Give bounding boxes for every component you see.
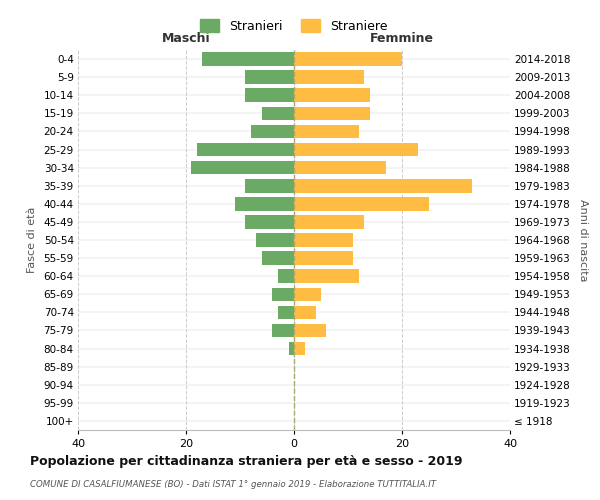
Bar: [262, 252, 294, 265]
Bar: [272, 324, 294, 338]
Bar: [202, 52, 294, 66]
Bar: [294, 88, 370, 102]
Legend: Stranieri, Straniere: Stranieri, Straniere: [196, 14, 392, 38]
Bar: [245, 88, 294, 102]
Text: Popolazione per cittadinanza straniera per età e sesso - 2019: Popolazione per cittadinanza straniera p…: [30, 455, 463, 468]
Bar: [272, 288, 294, 301]
Bar: [294, 306, 316, 319]
Bar: [235, 197, 294, 210]
Text: Femmine: Femmine: [370, 32, 434, 44]
Bar: [294, 52, 402, 66]
Bar: [245, 179, 294, 192]
Bar: [294, 179, 472, 192]
Bar: [294, 106, 370, 120]
Bar: [294, 142, 418, 156]
Bar: [245, 70, 294, 84]
Y-axis label: Fasce di età: Fasce di età: [26, 207, 37, 273]
Bar: [191, 161, 294, 174]
Bar: [294, 324, 326, 338]
Bar: [289, 342, 294, 355]
Bar: [278, 306, 294, 319]
Bar: [294, 342, 305, 355]
Bar: [294, 252, 353, 265]
Bar: [294, 197, 429, 210]
Bar: [294, 270, 359, 283]
Bar: [294, 215, 364, 228]
Bar: [294, 288, 321, 301]
Bar: [294, 124, 359, 138]
Bar: [294, 70, 364, 84]
Text: COMUNE DI CASALFIUMANESE (BO) - Dati ISTAT 1° gennaio 2019 - Elaborazione TUTTIT: COMUNE DI CASALFIUMANESE (BO) - Dati IST…: [30, 480, 436, 489]
Bar: [278, 270, 294, 283]
Bar: [197, 142, 294, 156]
Bar: [245, 215, 294, 228]
Text: Maschi: Maschi: [161, 32, 211, 44]
Bar: [251, 124, 294, 138]
Bar: [256, 233, 294, 247]
Bar: [262, 106, 294, 120]
Y-axis label: Anni di nascita: Anni di nascita: [578, 198, 587, 281]
Bar: [294, 161, 386, 174]
Bar: [294, 233, 353, 247]
